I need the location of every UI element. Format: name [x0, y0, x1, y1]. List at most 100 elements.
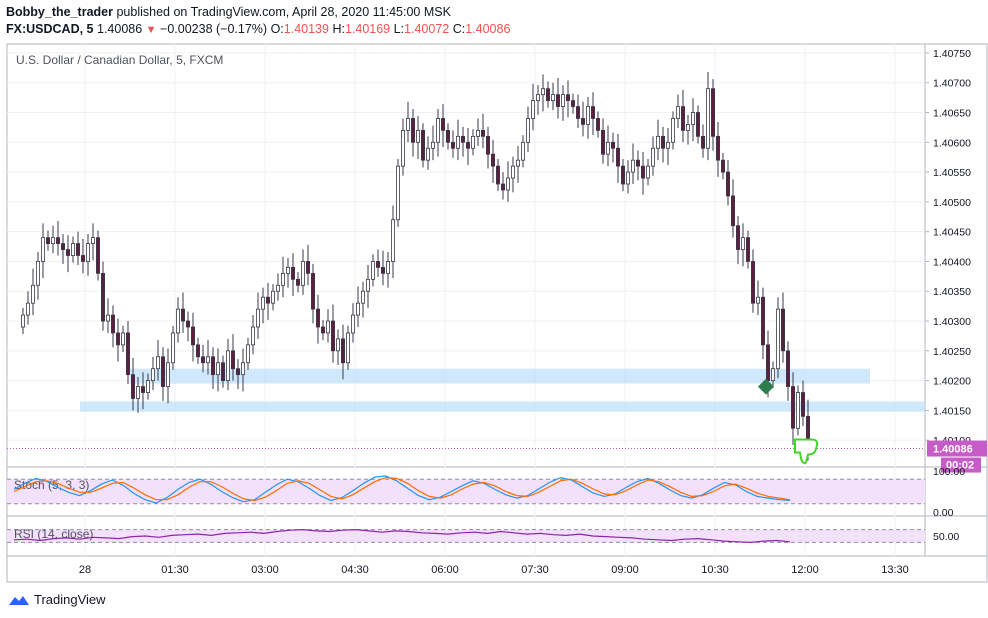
- candle-body[interactable]: [20, 314, 25, 328]
- candle-body[interactable]: [781, 308, 786, 352]
- candle-body[interactable]: [671, 118, 676, 143]
- candle-body[interactable]: [116, 332, 121, 346]
- candle-body[interactable]: [106, 314, 111, 322]
- candle-body[interactable]: [405, 118, 410, 131]
- candle-body[interactable]: [521, 141, 526, 161]
- candle-body[interactable]: [596, 118, 601, 131]
- candle-body[interactable]: [616, 147, 621, 167]
- candle-body[interactable]: [601, 129, 606, 155]
- candle-body[interactable]: [395, 165, 400, 221]
- candle-body[interactable]: [691, 112, 696, 125]
- candle-body[interactable]: [320, 326, 325, 334]
- candle-body[interactable]: [751, 261, 756, 304]
- candle-body[interactable]: [576, 106, 581, 119]
- candle-body[interactable]: [786, 350, 791, 387]
- candle-body[interactable]: [71, 243, 76, 256]
- support-zone[interactable]: [80, 401, 925, 412]
- candle-body[interactable]: [510, 165, 515, 179]
- candle-body[interactable]: [140, 386, 145, 393]
- candle-body[interactable]: [91, 237, 96, 244]
- candle-body[interactable]: [661, 135, 666, 149]
- candle-body[interactable]: [126, 332, 131, 376]
- candle-body[interactable]: [621, 165, 626, 185]
- candle-body[interactable]: [571, 100, 576, 107]
- candle-body[interactable]: [581, 118, 586, 125]
- candle-body[interactable]: [300, 261, 305, 286]
- candle-body[interactable]: [495, 165, 500, 185]
- candle-body[interactable]: [150, 368, 155, 382]
- candle-body[interactable]: [761, 296, 766, 346]
- candle-body[interactable]: [61, 243, 66, 250]
- candle-body[interactable]: [651, 147, 656, 167]
- candle-body[interactable]: [475, 129, 480, 137]
- candle-body[interactable]: [160, 356, 165, 387]
- candle-body[interactable]: [195, 344, 200, 358]
- candle-body[interactable]: [76, 243, 81, 256]
- candle-body[interactable]: [260, 296, 265, 310]
- candle-body[interactable]: [335, 338, 340, 352]
- candle-body[interactable]: [801, 392, 806, 417]
- candle-body[interactable]: [460, 135, 465, 143]
- candle-body[interactable]: [676, 106, 681, 119]
- candle-body[interactable]: [25, 302, 30, 316]
- candle-body[interactable]: [51, 237, 56, 244]
- candle-body[interactable]: [696, 112, 701, 137]
- candle-body[interactable]: [36, 261, 41, 286]
- candle-body[interactable]: [490, 153, 495, 167]
- candle-body[interactable]: [240, 362, 245, 376]
- candle-body[interactable]: [275, 284, 280, 292]
- candle-body[interactable]: [180, 308, 185, 322]
- candle-body[interactable]: [41, 237, 46, 262]
- candle-body[interactable]: [766, 344, 771, 382]
- candle-body[interactable]: [81, 255, 86, 262]
- candle-body[interactable]: [746, 237, 751, 262]
- candle-body[interactable]: [711, 88, 716, 137]
- candle-body[interactable]: [445, 129, 450, 143]
- candle-body[interactable]: [285, 267, 290, 274]
- candle-body[interactable]: [205, 356, 210, 364]
- candle-body[interactable]: [215, 362, 220, 376]
- candle-body[interactable]: [185, 320, 190, 328]
- candle-body[interactable]: [365, 278, 370, 292]
- candle-body[interactable]: [101, 272, 106, 322]
- candle-body[interactable]: [470, 135, 475, 149]
- candle-body[interactable]: [480, 129, 485, 137]
- candle-body[interactable]: [586, 106, 591, 125]
- candle-body[interactable]: [245, 344, 250, 364]
- candle-body[interactable]: [111, 314, 116, 334]
- candle-body[interactable]: [135, 386, 140, 399]
- candle-body[interactable]: [736, 225, 741, 250]
- candle-body[interactable]: [46, 237, 51, 244]
- candle-body[interactable]: [190, 326, 195, 346]
- candle-body[interactable]: [290, 267, 295, 280]
- candle-body[interactable]: [340, 338, 345, 364]
- candle-body[interactable]: [230, 350, 235, 370]
- candle-body[interactable]: [355, 302, 360, 316]
- support-zone[interactable]: [130, 368, 870, 384]
- candle-body[interactable]: [360, 290, 365, 304]
- candle-body[interactable]: [330, 320, 335, 352]
- candle-body[interactable]: [410, 118, 415, 143]
- candle-body[interactable]: [400, 129, 405, 167]
- candle-body[interactable]: [435, 118, 440, 143]
- candle-body[interactable]: [265, 296, 270, 304]
- candle-body[interactable]: [556, 94, 561, 107]
- candle-body[interactable]: [440, 118, 445, 131]
- candle-body[interactable]: [541, 88, 546, 96]
- candle-body[interactable]: [380, 267, 385, 274]
- candle-body[interactable]: [280, 272, 285, 286]
- candle-body[interactable]: [375, 261, 380, 268]
- candle-body[interactable]: [776, 308, 781, 370]
- candle-body[interactable]: [591, 106, 596, 119]
- candle-body[interactable]: [516, 159, 521, 167]
- candle-body[interactable]: [706, 88, 711, 149]
- candle-body[interactable]: [86, 243, 91, 262]
- candle-body[interactable]: [681, 106, 686, 131]
- candle-body[interactable]: [350, 314, 355, 334]
- candle-body[interactable]: [686, 124, 691, 131]
- candle-body[interactable]: [726, 171, 731, 197]
- candle-body[interactable]: [450, 141, 455, 149]
- candle-body[interactable]: [220, 362, 225, 382]
- candle-body[interactable]: [210, 356, 215, 376]
